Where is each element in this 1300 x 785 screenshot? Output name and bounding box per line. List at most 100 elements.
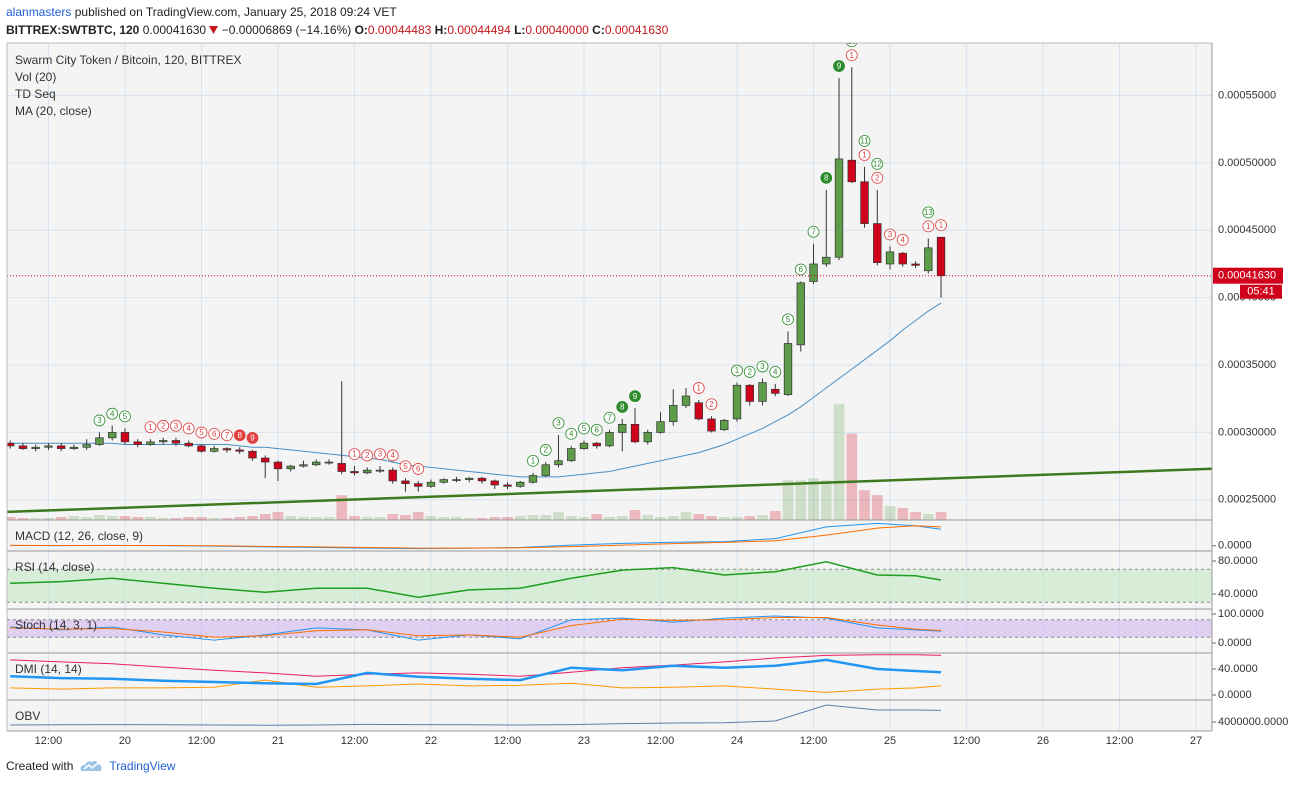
td-count: 3 — [378, 450, 383, 459]
volume-bar — [323, 517, 335, 520]
series-line — [10, 525, 942, 549]
td-count: 5 — [199, 428, 204, 437]
pane-title: DMI (14, 14) — [15, 662, 82, 676]
volume-bar — [310, 517, 322, 520]
td-count: 8 — [620, 403, 625, 412]
candle-body — [732, 384, 742, 420]
td-count: 4 — [391, 451, 396, 460]
td-circle — [208, 427, 221, 440]
td-circle — [782, 313, 794, 326]
volume-bar — [871, 495, 883, 520]
volume-bar — [221, 518, 233, 520]
volume-bar — [106, 516, 118, 520]
td-circle — [399, 460, 412, 473]
td-count: 1 — [352, 450, 357, 459]
candle-body — [477, 477, 487, 482]
logo — [80, 760, 102, 771]
td-circle — [629, 390, 641, 403]
series-line — [10, 658, 942, 686]
x-tick-label: 23 — [578, 735, 590, 747]
candle-body — [273, 461, 283, 470]
td-circle — [871, 171, 884, 184]
y-tick-label: 80.0000 — [1218, 555, 1258, 567]
td-circle — [527, 454, 539, 467]
x-tick-label: 12:00 — [953, 735, 981, 747]
td-count: 11 — [860, 137, 869, 146]
symbol: BITTREX:SWTBTC, 120 — [6, 23, 140, 37]
td-count: 2 — [748, 368, 753, 377]
td-circle — [896, 233, 909, 246]
candle-body — [528, 475, 538, 483]
countdown: 05:41 — [1247, 286, 1275, 298]
td-circle — [119, 410, 131, 423]
candle-body — [541, 464, 550, 476]
td-circle — [616, 401, 629, 413]
td-circle — [361, 449, 374, 462]
td-count: 4 — [901, 235, 906, 244]
volume-bar — [30, 518, 42, 520]
ohlc-label: H: — [434, 23, 448, 37]
x-tick-label: 20 — [119, 735, 131, 747]
td-count: 1 — [850, 51, 855, 60]
ohlc-label: L: — [514, 23, 526, 37]
candle-body — [605, 432, 614, 447]
x-tick-label: 12:00 — [800, 735, 828, 747]
volume-bar — [208, 518, 220, 520]
volume-bar — [463, 518, 475, 520]
volume-bar — [412, 512, 424, 520]
candle-body — [643, 432, 652, 443]
volume-bar — [706, 516, 717, 520]
candle-body — [324, 461, 334, 464]
td-count: 7 — [811, 227, 816, 236]
td-count: 1 — [926, 222, 931, 231]
ohlc-value: 0.00041630 — [604, 23, 669, 37]
x-tick-label: 22 — [425, 735, 437, 747]
volume-bar — [157, 518, 169, 520]
td-count: 13 — [924, 208, 933, 217]
pane-title: OBV — [15, 709, 40, 723]
candle-body — [694, 402, 703, 420]
brand[interactable]: TradingView — [109, 759, 176, 773]
candle-body — [796, 282, 805, 346]
volume-bar — [731, 517, 743, 520]
candle-body — [414, 483, 423, 487]
td-circle — [386, 449, 399, 462]
volume-bar — [145, 517, 156, 520]
volume-bar — [476, 518, 488, 520]
candle-body — [197, 445, 206, 452]
created-with: Created with — [6, 759, 74, 773]
volume-bar — [565, 516, 577, 520]
candle-body — [69, 446, 79, 449]
volume-bar — [196, 517, 207, 520]
pane-title: RSI (14, close) — [15, 560, 94, 574]
candle-body — [222, 448, 232, 451]
candle-body — [771, 388, 780, 394]
volume-bar — [757, 515, 768, 520]
x-tick-label: 12:00 — [188, 735, 216, 747]
volume-bar — [132, 517, 144, 520]
candle-body — [18, 445, 28, 449]
td-circle — [833, 60, 845, 72]
author[interactable]: alanmasters — [6, 5, 72, 19]
published: published on TradingView.com, January 25… — [74, 5, 397, 19]
volume-bar — [910, 512, 921, 520]
candle-body — [758, 382, 767, 402]
ohlc-value: 0.00040000 — [525, 23, 589, 37]
pane — [7, 615, 1212, 641]
volume-bar — [43, 518, 54, 520]
td-circle — [935, 219, 947, 232]
candle-body — [426, 481, 436, 487]
candle-body — [363, 469, 372, 474]
last-price: 0.00041630 — [142, 23, 207, 37]
candle-body — [936, 236, 946, 277]
candle-body — [873, 223, 882, 263]
volume-bar — [502, 517, 513, 520]
volume-bar — [425, 516, 437, 520]
td-circle — [578, 422, 590, 435]
y-tick-label: 0.00050000 — [1218, 157, 1276, 169]
td-count: 5 — [403, 462, 408, 471]
series-line — [10, 561, 942, 599]
candle-body — [656, 421, 665, 433]
